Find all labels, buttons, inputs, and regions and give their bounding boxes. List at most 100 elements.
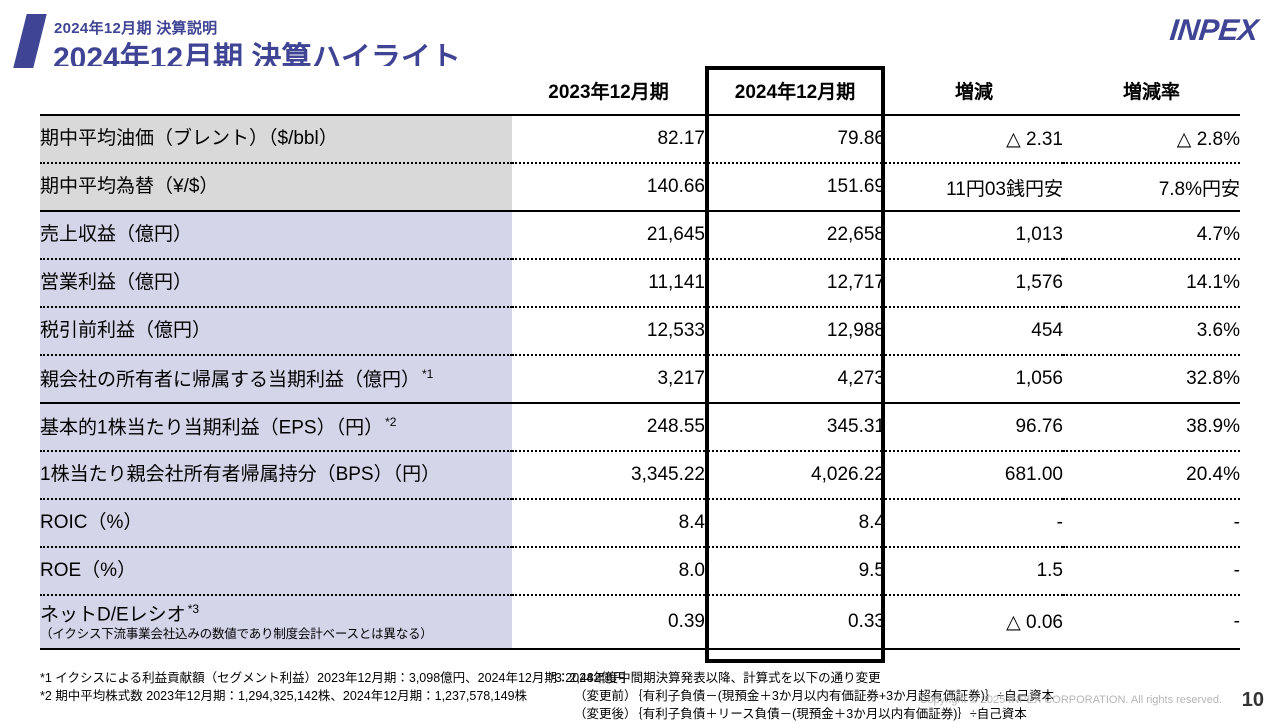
cell-change: 681.00 <box>885 450 1063 499</box>
table-row: 親会社の所有者に帰属する当期利益（億円） *1 3,217 4,273 1,056 32.… <box>40 354 1240 403</box>
header-eyebrow: 2024年12月期 決算説明 <box>54 20 218 37</box>
column-header-change: 増減 <box>885 66 1063 115</box>
cell-change-rate: 14.1% <box>1063 258 1240 307</box>
cell-fy2023: 12,533 <box>512 306 705 355</box>
row-label-text: ROIC（%） <box>40 512 143 533</box>
cell-change: 11円03銭円安 <box>885 162 1063 211</box>
cell-fy2024: 79.86 <box>705 114 885 163</box>
row-label: ROE（%） <box>40 546 512 595</box>
cell-fy2024: 8.4 <box>705 498 885 547</box>
cell-fy2024: 12,717 <box>705 258 885 307</box>
cell-change-rate: 7.8%円安 <box>1063 162 1240 211</box>
cell-fy2024: 4,273 <box>705 354 885 403</box>
row-label: ネットD/Eレシオ *3 （イクシス下流事業会社込みの数値であり制度会計ベースとは異… <box>40 594 512 650</box>
table-row: 売上収益（億円） 21,645 22,658 1,013 4.7% <box>40 210 1240 259</box>
row-sublabel: （イクシス下流事業会社込みの数値であり制度会計ベースとは異なる） <box>40 627 433 642</box>
row-label-text: ROE（%） <box>40 560 137 581</box>
slide-header: 2024年12月期 決算説明 2024年12月期 決算ハイライト INPEX <box>0 0 1280 75</box>
column-header-fy2023: 2023年12月期 <box>512 66 705 115</box>
cell-change-rate: 20.4% <box>1063 450 1240 499</box>
row-label: ROIC（%） <box>40 498 512 547</box>
row-footnote-marker: *1 <box>422 366 434 381</box>
row-label-text: 期中平均油価（ブレント）（$/bbl） <box>40 128 338 149</box>
footnote-3-formula-before: （変更前）｛有利子負債－(現預金＋3か月以内有価証券+3か月超有価証券)｝÷自己… <box>574 689 1055 704</box>
cell-fy2023: 82.17 <box>512 114 705 163</box>
row-label: 売上収益（億円） <box>40 210 512 259</box>
column-header-change-rate: 増減率 <box>1063 66 1240 115</box>
cell-fy2023: 8.4 <box>512 498 705 547</box>
row-label: 1株当たり親会社所有者帰属持分（BPS）（円） <box>40 450 512 499</box>
footnote-1: *1 イクシスによる利益貢献額（セグメント利益）2023年12月期：3,098億… <box>40 671 626 685</box>
cell-change: 1,056 <box>885 354 1063 403</box>
row-label: 期中平均油価（ブレント）（$/bbl） <box>40 114 512 163</box>
cell-fy2024: 345.31 <box>705 402 885 451</box>
cell-change: 1.5 <box>885 546 1063 595</box>
cell-fy2023: 3,345.22 <box>512 450 705 499</box>
cell-fy2023: 248.55 <box>512 402 705 451</box>
table-row: 税引前利益（億円） 12,533 12,988 454 3.6% <box>40 306 1240 355</box>
cell-change-rate: 38.9% <box>1063 402 1240 451</box>
cell-change: - <box>885 498 1063 547</box>
cell-change: 454 <box>885 306 1063 355</box>
row-label-text: 親会社の所有者に帰属する当期利益（億円） <box>40 369 421 391</box>
table-body: 期中平均油価（ブレント）（$/bbl） 82.17 79.86 △ 2.31 △ 2.8… <box>40 114 1240 650</box>
table-header-row: 2023年12月期 2024年12月期 増減 増減率 <box>40 66 1240 115</box>
row-label-text: 基本的1株当たり当期利益（EPS）（円） <box>40 417 384 439</box>
cell-fy2024: 0.33 <box>705 594 885 650</box>
row-label: 基本的1株当たり当期利益（EPS）（円） *2 <box>40 402 512 451</box>
row-label-text: 営業利益（億円） <box>40 272 193 293</box>
footnote-3: *3 2024年度中間期決算発表以降、計算式を以下の通り変更 <box>550 671 881 685</box>
page-number: 10 <box>1241 689 1264 711</box>
cell-change: △ 0.06 <box>885 594 1063 650</box>
row-label-text: 期中平均為替（¥/$） <box>40 176 219 197</box>
financial-highlights-table: 2023年12月期 2024年12月期 増減 増減率 期中平均油価（ブレント）（… <box>40 66 1240 650</box>
row-label: 営業利益（億円） <box>40 258 512 307</box>
cell-change: △ 2.31 <box>885 114 1063 163</box>
table-row: 期中平均為替（¥/$） 140.66 151.69 11円03銭円安 7.8%円安 <box>40 162 1240 211</box>
table-row: ROE（%） 8.0 9.5 1.5- <box>40 546 1240 595</box>
row-label: 税引前利益（億円） <box>40 306 512 355</box>
row-label-text: ネットD/Eレシオ <box>40 604 186 626</box>
cell-fy2024: 22,658 <box>705 210 885 259</box>
row-label-text: 1株当たり親会社所有者帰属持分（BPS）（円） <box>40 464 441 485</box>
footnotes-right: *3 2024年度中間期決算発表以降、計算式を以下の通り変更 （変更前）｛有利子… <box>550 669 1054 723</box>
cell-change-rate: - <box>1063 594 1240 650</box>
cell-fy2023: 3,217 <box>512 354 705 403</box>
cell-fy2023: 0.39 <box>512 594 705 650</box>
table-row: ROIC（%） 8.4 8.4- - <box>40 498 1240 547</box>
cell-fy2023: 140.66 <box>512 162 705 211</box>
row-label-text: 売上収益（億円） <box>40 224 193 245</box>
column-header-fy2024: 2024年12月期 <box>705 66 885 115</box>
row-label: 親会社の所有者に帰属する当期利益（億円） *1 <box>40 354 512 403</box>
cell-change-rate: 4.7% <box>1063 210 1240 259</box>
table-row: 1株当たり親会社所有者帰属持分（BPS）（円） 3,345.22 4,026.22 6… <box>40 450 1240 499</box>
row-footnote-marker: *3 <box>187 602 200 617</box>
table-row: 期中平均油価（ブレント）（$/bbl） 82.17 79.86 △ 2.31 △ 2.8… <box>40 114 1240 163</box>
cell-change-rate: - <box>1063 546 1240 595</box>
cell-fy2023: 11,141 <box>512 258 705 307</box>
cell-fy2023: 21,645 <box>512 210 705 259</box>
cell-change: 1,013 <box>885 210 1063 259</box>
footnotes-left: *1 イクシスによる利益貢献額（セグメント利益）2023年12月期：3,098億… <box>40 669 626 705</box>
cell-change-rate: - <box>1063 498 1240 547</box>
cell-fy2023: 8.0 <box>512 546 705 595</box>
inpex-logo: INPEX <box>1168 14 1260 47</box>
row-footnote-marker: *2 <box>385 414 397 429</box>
column-header-label <box>40 66 512 115</box>
cell-change-rate: 3.6% <box>1063 306 1240 355</box>
cell-change-rate: △ 2.8% <box>1063 114 1240 163</box>
table-row: 基本的1株当たり当期利益（EPS）（円） *2 248.55 345.31 96.76 3… <box>40 402 1240 451</box>
footnote-2: *2 期中平均株式数 2023年12月期：1,294,325,142株、2024… <box>40 689 528 704</box>
accent-bar-icon <box>13 14 47 68</box>
copyright-notice: Copyright © 2025 INPEX CORPORATION. All … <box>919 694 1222 706</box>
cell-fy2024: 4,026.22 <box>705 450 885 499</box>
cell-fy2024: 151.69 <box>705 162 885 211</box>
row-label: 期中平均為替（¥/$） <box>40 162 512 211</box>
cell-change: 1,576 <box>885 258 1063 307</box>
table-row: ネットD/Eレシオ *3 （イクシス下流事業会社込みの数値であり制度会計ベースとは異… <box>40 594 1240 650</box>
cell-fy2024: 12,988 <box>705 306 885 355</box>
table-row: 営業利益（億円） 11,141 12,717 1,576 14.1% <box>40 258 1240 307</box>
row-label-text: 税引前利益（億円） <box>40 320 212 341</box>
cell-change-rate: 32.8% <box>1063 354 1240 403</box>
cell-change: 96.76 <box>885 402 1063 451</box>
